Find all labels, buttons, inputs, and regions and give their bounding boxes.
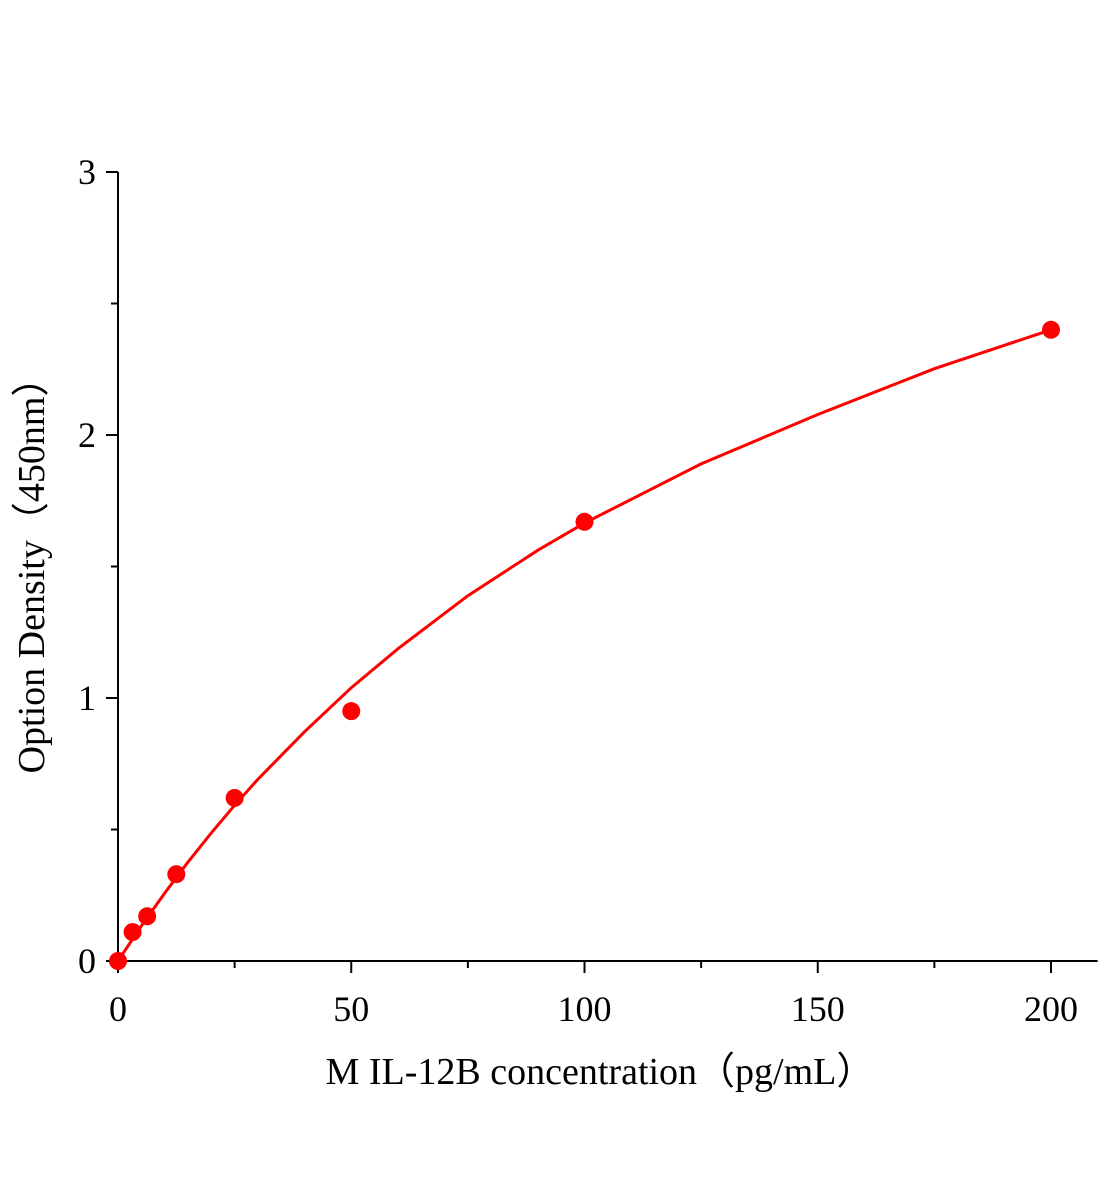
axes	[117, 172, 1098, 962]
data-point	[123, 923, 142, 942]
x-tick-label: 50	[333, 989, 369, 1029]
fit-curve	[116, 328, 1052, 962]
y-tick-label: 1	[78, 678, 96, 718]
y-axis-title: Option Density（450nm）	[11, 359, 53, 774]
data-point	[225, 788, 244, 807]
ticks: 0 50 100 150 200 0 1 2 3	[78, 152, 1078, 1029]
x-tick-label: 0	[109, 989, 127, 1029]
data-point	[342, 702, 361, 721]
data-point	[1042, 320, 1060, 339]
x-tick-label: 150	[791, 989, 845, 1029]
y-tick-label: 3	[78, 152, 96, 192]
data-point	[138, 907, 157, 926]
x-axis-title: M IL-12B concentration（pg/mL）	[326, 1051, 875, 1093]
data-point	[167, 865, 186, 884]
x-tick-label: 200	[1024, 989, 1078, 1029]
y-tick-label: 0	[78, 941, 96, 981]
data-point	[109, 952, 127, 970]
data-points	[109, 320, 1060, 970]
x-tick-label: 100	[558, 989, 612, 1029]
data-point	[575, 512, 594, 531]
y-tick-label: 2	[78, 415, 96, 455]
